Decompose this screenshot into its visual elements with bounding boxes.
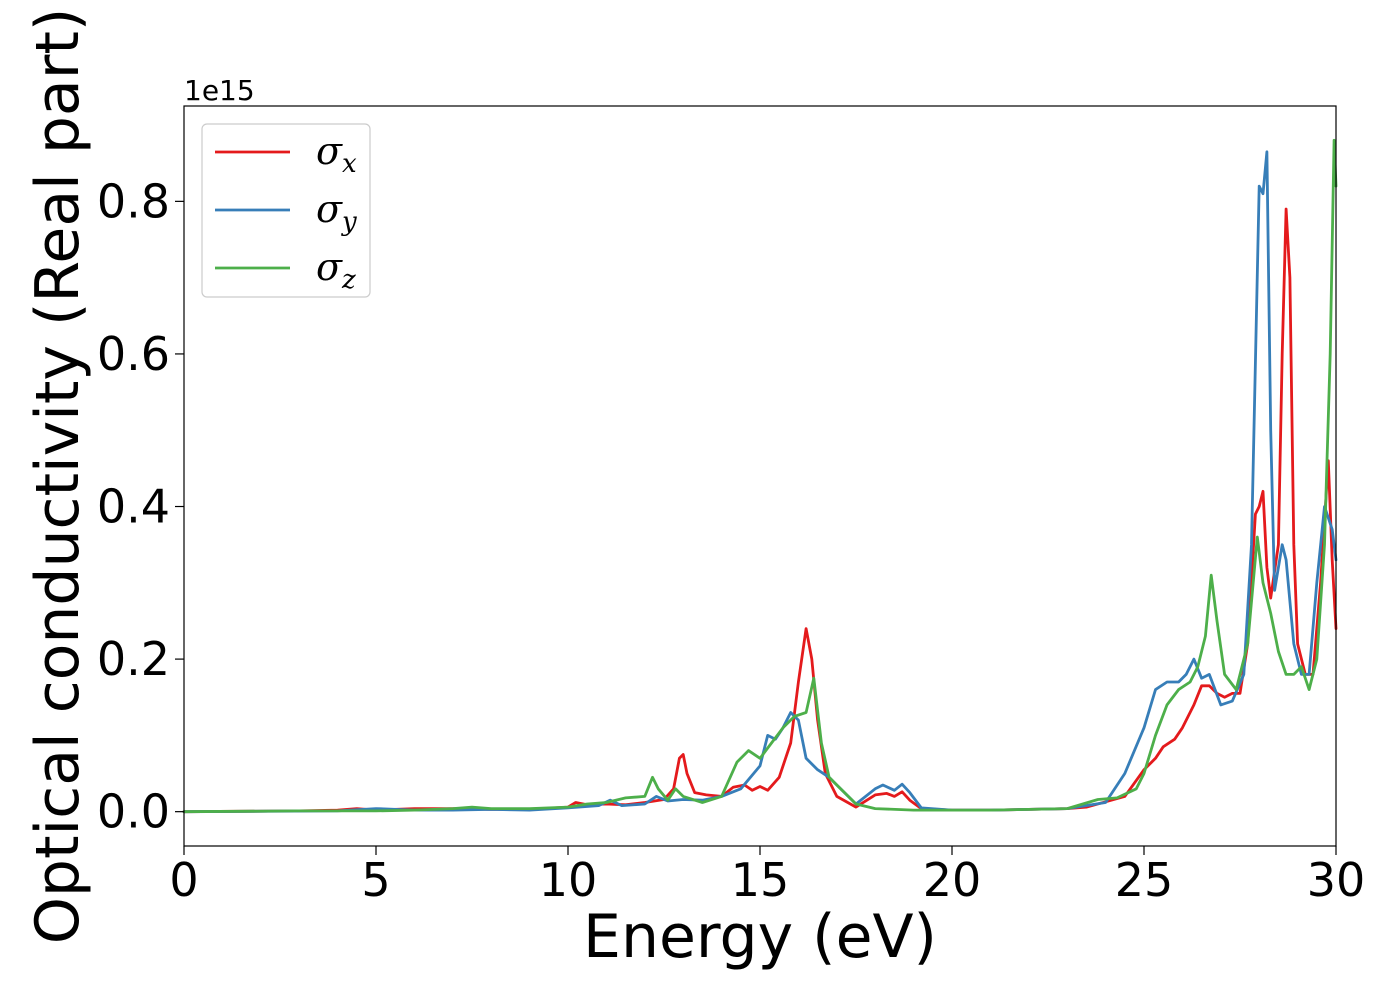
y-tick-label: 0.0 [97,785,170,839]
x-tick-label: 20 [923,853,982,907]
x-tick-label: 15 [731,853,790,907]
plot-lines [182,138,1338,814]
series-line-y [182,150,1338,814]
x-tick-label: 10 [539,853,598,907]
y-axis: 0.0 0.2 0.4 0.6 0.8 [97,174,184,839]
y-offset-text: 1e15 [184,74,255,107]
legend-label-x: σx [316,129,357,179]
legend-label-z: σz [316,245,356,295]
x-tick-label: 30 [1307,853,1366,907]
x-tick-label: 0 [169,853,198,907]
series-line-x [182,207,1338,814]
legend-label-y: σy [316,187,357,237]
x-axis-title: Energy (eV) [583,902,937,972]
y-tick-label: 0.6 [97,327,170,381]
legend: σx σy σz [201,123,371,298]
y-tick-label: 0.8 [97,174,170,228]
y-axis-title: Optical conductivity (Real part) [23,8,93,945]
x-axis: 0 5 10 15 20 25 30 [169,846,1365,907]
series-line-z [182,138,1338,814]
x-tick-label: 5 [361,853,390,907]
y-tick-label: 0.2 [97,632,170,686]
y-tick-label: 0.4 [97,480,170,534]
x-tick-label: 25 [1115,853,1174,907]
